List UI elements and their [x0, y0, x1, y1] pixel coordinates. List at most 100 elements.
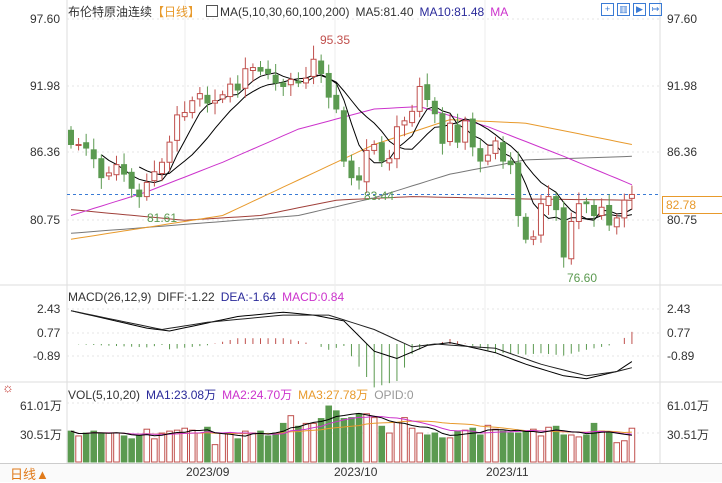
- period-label[interactable]: 【日线】: [152, 5, 201, 19]
- macd-value: MACD:0.84: [282, 290, 345, 304]
- candle-up: [75, 144, 82, 147]
- volume-bar: [492, 428, 499, 463]
- candle-up: [151, 171, 158, 182]
- candle-up: [409, 110, 416, 124]
- vol-tick-left: 61.01万: [20, 399, 63, 413]
- volume-bar: [325, 405, 333, 463]
- high-annotation: 95.35: [320, 33, 351, 47]
- price-tick-left: 86.36: [30, 145, 61, 159]
- candle-up: [249, 67, 256, 72]
- volume-bar: [552, 425, 560, 463]
- bar-icon[interactable]: ▥: [617, 3, 630, 16]
- candle-up: [598, 206, 605, 217]
- candle-up: [242, 68, 249, 89]
- volume-bar: [188, 429, 196, 463]
- candle-up: [181, 112, 188, 118]
- volume-bar: [499, 430, 507, 463]
- macd-tick-right: -0.89: [667, 349, 695, 363]
- candle-down: [68, 129, 74, 146]
- candle-down: [136, 189, 143, 198]
- candle-down: [121, 164, 128, 175]
- candle-down: [318, 60, 325, 74]
- volume-bar: [348, 417, 355, 463]
- macd-header: MACD(26,12,9) DIFF:-1.22 DEA:-1.64 MACD:0.8…: [68, 290, 350, 304]
- candle-up: [371, 144, 378, 151]
- volume-bar: [514, 432, 522, 463]
- candle-down: [325, 72, 332, 98]
- volume-bar: [461, 429, 469, 463]
- volume-bar: [211, 444, 219, 463]
- candle-down: [560, 207, 567, 258]
- candle-down: [234, 83, 241, 91]
- volume-bar: [545, 426, 552, 463]
- volume-bar: [355, 413, 363, 463]
- macd-diff: DIFF:-1.22: [157, 290, 215, 304]
- volume-bar: [234, 438, 242, 463]
- volume-bar: [242, 430, 249, 463]
- volume-bar: [590, 422, 598, 463]
- volume-bar: [105, 432, 113, 463]
- price-tick-right: 80.75: [667, 213, 698, 227]
- vol-tick-left: 30.51万: [20, 428, 63, 442]
- candle-down: [431, 100, 438, 115]
- candle-up: [227, 83, 234, 98]
- volume-bar: [287, 415, 295, 463]
- candle-up: [212, 100, 219, 104]
- volume-bar: [173, 429, 181, 463]
- vol-label: VOL(5,10,20): [68, 388, 141, 402]
- ma30-line: [70, 106, 633, 216]
- candle-up: [568, 220, 575, 260]
- volume-bar: [522, 430, 530, 463]
- candle-up: [613, 217, 620, 228]
- candle-up: [196, 93, 203, 100]
- next-icon[interactable]: ↦: [649, 3, 662, 16]
- vol-tick-right: 61.01万: [667, 399, 710, 413]
- indicator-settings-icon[interactable]: ☼: [2, 380, 14, 395]
- ma-label: MA(5,10,30,60,100,200): [220, 5, 350, 19]
- candle-down: [90, 149, 97, 160]
- volume-bar: [257, 430, 264, 463]
- volume-bar: [560, 434, 568, 463]
- ma30-value: MA: [490, 5, 509, 19]
- macd-tick-left: 0.77: [37, 326, 61, 340]
- price-tick-left: 97.60: [30, 12, 61, 26]
- vol-ma3: MA3:27.78万: [298, 388, 369, 402]
- volume-bar: [423, 434, 431, 463]
- volume-bar: [507, 432, 514, 463]
- price-tick-right: 97.60: [667, 12, 698, 26]
- volume-bar: [386, 432, 393, 463]
- candle-up: [621, 199, 628, 219]
- current-price-tag: 82.78: [662, 196, 722, 214]
- volume-bar: [317, 418, 325, 463]
- volume-bar: [477, 434, 484, 463]
- price-tick-left: 91.98: [30, 79, 61, 93]
- chart-icon[interactable]: ▶: [633, 3, 646, 16]
- candle-down: [272, 74, 279, 84]
- volume-bar: [598, 430, 605, 463]
- vol-ma2: MA2:24.70万: [222, 388, 293, 402]
- candle-down: [424, 84, 431, 101]
- volume-bar: [143, 428, 151, 463]
- price-tick-left: 80.75: [30, 213, 61, 227]
- period-switch[interactable]: 日线▲: [10, 467, 49, 482]
- volume-bar: [181, 427, 188, 463]
- move-icon[interactable]: +: [601, 3, 614, 16]
- ma-settings-icon[interactable]: [206, 5, 219, 17]
- price-tick-right: 91.98: [667, 79, 698, 93]
- candle-up: [287, 78, 294, 86]
- volume-bar: [416, 432, 423, 463]
- volume-bar: [469, 427, 477, 463]
- candle-down: [333, 94, 340, 110]
- candle-down: [591, 204, 598, 217]
- volume-bar: [446, 437, 454, 463]
- date-label: 2023/09: [186, 465, 230, 479]
- volume-bar: [249, 432, 257, 463]
- candle-up: [416, 85, 423, 112]
- candle-up: [310, 58, 317, 77]
- volume-bar: [340, 418, 348, 463]
- volume-bar: [196, 432, 204, 463]
- candle-up: [628, 193, 635, 199]
- volume-bar: [408, 427, 416, 463]
- vol-header: VOL(5,10,20) MA1:23.08万 MA2:24.70万 MA3:27.7…: [68, 386, 420, 403]
